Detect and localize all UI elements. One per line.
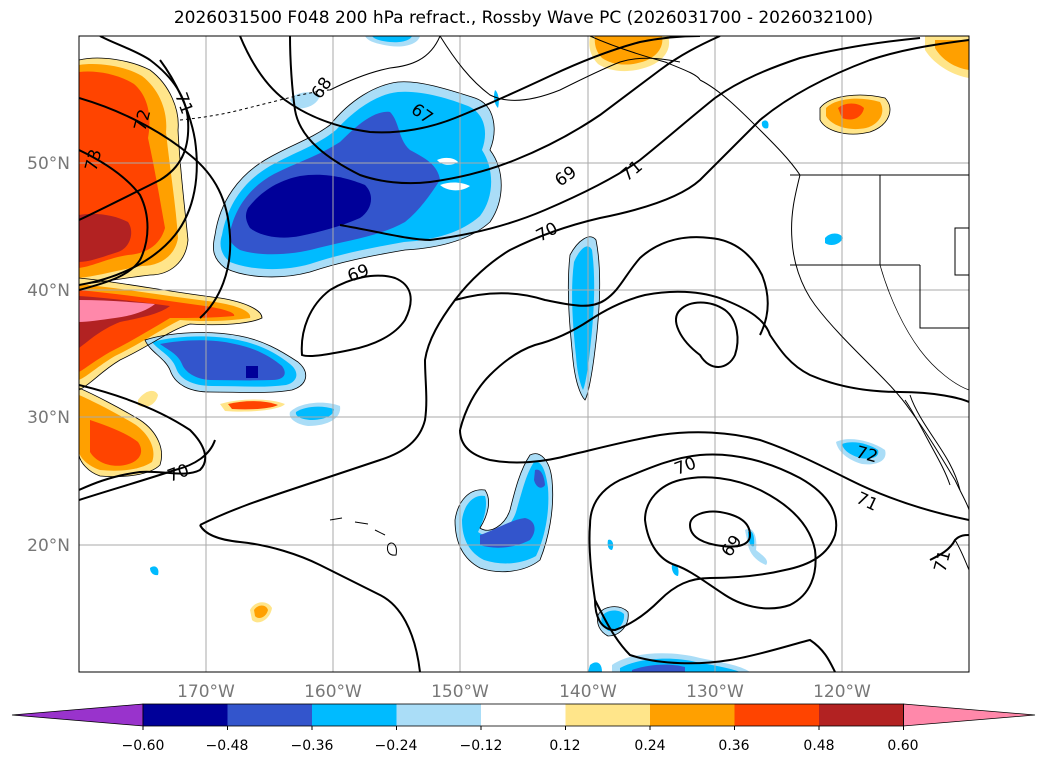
longitude-labels: 170°W 160°W 150°W 140°W 130°W 120°W: [177, 682, 871, 702]
positive-anomaly-fills: [79, 36, 969, 623]
colorbar-swatch: [819, 704, 904, 726]
colorbar-extend-low: [11, 703, 144, 727]
colorbar-swatch: [143, 704, 228, 726]
colorbar-swatch: [565, 704, 651, 726]
colorbar-ticks: −0.60 −0.48 −0.36 −0.24 −0.12 0.12 0.24 …: [122, 738, 919, 754]
colorbar-tick-label: 0.36: [718, 738, 749, 754]
negative-anomaly-fills: [145, 36, 886, 672]
anomaly-outlines: [79, 57, 891, 637]
colorbar-tick-label: 0.12: [549, 738, 580, 754]
map-border: [78, 35, 970, 673]
lat-label-30n: 30°N: [27, 408, 70, 428]
rossby-contours: [79, 36, 969, 672]
lat-label-50n: 50°N: [27, 154, 70, 174]
colorbar-tick-label: 0.48: [803, 738, 834, 754]
colorbar-tick-label: −0.36: [291, 738, 334, 754]
lat-label-20n: 20°N: [27, 536, 70, 556]
colorbar-swatch: [481, 704, 566, 726]
graticule: [79, 36, 969, 672]
lon-label-150w: 150°W: [431, 682, 489, 702]
lat-label-40n: 40°N: [27, 281, 70, 301]
lon-label-140w: 140°W: [559, 682, 617, 702]
latitude-labels: 50°N 40°N 30°N 20°N: [27, 154, 70, 556]
colorbar-tick-label: 0.60: [887, 738, 918, 754]
lon-label-130w: 130°W: [686, 682, 744, 702]
figure-title: 2026031500 F048 200 hPa refract., Rossby…: [173, 8, 874, 28]
colorbar-swatch: [227, 704, 313, 726]
colorbar: [11, 703, 1036, 730]
colorbar-tick-label: −0.24: [375, 738, 418, 754]
colorbar-swatch: [312, 704, 397, 726]
colorbar-swatch: [734, 704, 820, 726]
colorbar-tick-label: −0.12: [460, 738, 503, 754]
lon-label-170w: 170°W: [177, 682, 235, 702]
colorbar-swatch: [396, 704, 482, 726]
colorbar-tick-label: 0.24: [634, 738, 665, 754]
colorbar-border: [142, 703, 904, 727]
colorbar-tick-label: −0.48: [206, 738, 249, 754]
coastlines: [179, 36, 969, 571]
colorbar-swatch: [650, 704, 735, 726]
colorbar-tick-label: −0.60: [122, 738, 165, 754]
lon-label-120w: 120°W: [813, 682, 871, 702]
colorbar-extend-high: [903, 703, 1036, 727]
lon-label-160w: 160°W: [304, 682, 362, 702]
